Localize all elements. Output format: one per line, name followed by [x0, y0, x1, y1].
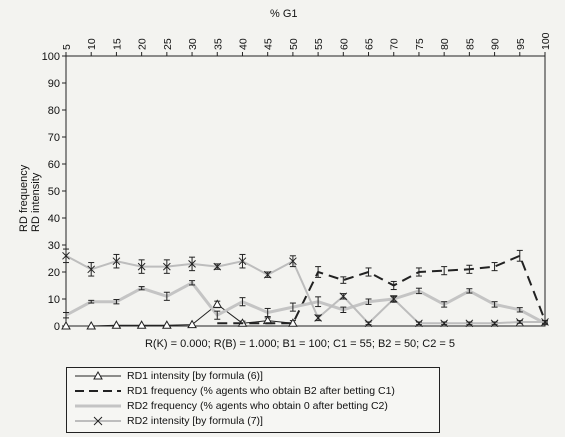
data-point-rd2-intensity: [541, 318, 549, 326]
x-tick-label: 80: [439, 38, 451, 50]
data-point-rd2-intensity: [339, 292, 348, 301]
data-point-rd1-intensity: [111, 320, 122, 329]
x-tick-label: 95: [515, 38, 527, 50]
data-point-rd2-intensity: [364, 319, 373, 328]
x-axis-label: % G1: [270, 8, 298, 20]
x-tick-label: 85: [464, 38, 476, 50]
data-point-rd1-intensity: [86, 320, 97, 330]
data-point-rd2-intensity: [314, 314, 322, 322]
x-tick-label: 60: [338, 38, 350, 50]
series-line-3: [65, 254, 545, 325]
x-tick-label: 20: [137, 38, 149, 50]
legend-label-rd2-intensity: RD2 intensity [by formula (7)]: [127, 415, 263, 427]
data-point-rd2-intensity: [440, 319, 449, 328]
parameters-caption: R(K) = 0.000; R(B) = 1.000; B1 = 100; C1…: [144, 338, 456, 350]
y-tick-label: 100: [42, 51, 60, 63]
data-point-rd1-intensity: [161, 320, 172, 329]
data-point-rd2-intensity: [289, 257, 297, 266]
x-tick-label: 15: [111, 38, 123, 50]
data-point-rd2-intensity: [465, 319, 474, 328]
data-point-rd2-intensity: [87, 265, 96, 274]
data-point-rd2-intensity: [188, 260, 196, 268]
data-point-rd1-intensity: [136, 320, 147, 329]
y-tick-label: 80: [48, 105, 60, 117]
legend-label-rd2-frequency: RD2 frequency (% agents who obtain 0 aft…: [127, 400, 388, 412]
series-line-0: [66, 303, 293, 327]
series-line-2: [65, 281, 546, 325]
y-tick-label: 60: [48, 159, 60, 171]
x-tick-label: 75: [414, 38, 426, 50]
legend-label-rd1-frequency: RD1 frequency (% agents who obtain B2 af…: [127, 385, 395, 397]
y-tick-label: 70: [48, 132, 60, 144]
data-point-rd2-intensity: [515, 318, 524, 326]
y-tick-label: 10: [48, 294, 60, 306]
x-tick-label: 25: [162, 38, 174, 50]
y-tick-label: 40: [48, 213, 60, 225]
data-point-rd1-intensity: [61, 320, 71, 330]
y-tick-label: 0: [54, 321, 60, 333]
y-axis-label: RD frequency RD intensity: [6, 150, 42, 250]
x-tick-label: 70: [389, 38, 401, 50]
data-point-rd2-intensity: [112, 257, 121, 266]
plot-area: [65, 55, 546, 327]
x-tick-label: 45: [263, 38, 275, 50]
y-tick-label: 20: [48, 267, 60, 279]
x-tick-label: 35: [212, 38, 224, 50]
legend: RD1 intensity [by formula (6)] RD1 frequ…: [66, 367, 440, 433]
data-point-rd2-intensity: [490, 319, 499, 328]
y-axis-label-line-1: RD frequency: [18, 164, 30, 232]
data-point-rd1-intensity: [187, 319, 197, 329]
data-point-rd2-intensity: [238, 257, 247, 266]
x-tick-label: 100: [540, 32, 552, 50]
y-tick-label: 30: [48, 240, 60, 252]
y-tick-label: 50: [48, 186, 60, 198]
data-point-rd2-intensity: [389, 295, 398, 303]
x-tick-label: 50: [288, 38, 300, 50]
data-point-rd2-intensity: [137, 262, 146, 271]
legend-swatch-rd2-intensity: [75, 416, 121, 426]
data-point-rd2-intensity: [415, 319, 423, 328]
data-point-rd2-intensity: [162, 262, 171, 271]
legend-swatch-rd1-frequency: [75, 390, 121, 392]
data-point-rd2-intensity: [62, 251, 70, 260]
legend-swatch-rd1-intensity: [75, 370, 121, 380]
x-tick-label: 90: [490, 38, 502, 50]
legend-swatch-rd2-frequency: [75, 404, 121, 408]
x-tick-label: 10: [86, 38, 98, 50]
data-point-rd1-intensity: [212, 299, 223, 308]
x-tick-label: 40: [237, 38, 249, 50]
data-point-rd2-intensity: [213, 262, 222, 271]
y-tick-label: 90: [48, 78, 60, 90]
x-tick-label: 5: [61, 44, 73, 50]
data-point-rd2-intensity: [263, 270, 272, 279]
series-line-1: [217, 254, 546, 325]
y-axis-label-line-2: RD intensity: [30, 172, 42, 232]
x-tick-label: 65: [364, 38, 376, 50]
x-tick-label: 55: [313, 38, 325, 50]
legend-label-rd1-intensity: RD1 intensity [by formula (6)]: [127, 370, 263, 382]
x-tick-label: 30: [187, 38, 199, 50]
